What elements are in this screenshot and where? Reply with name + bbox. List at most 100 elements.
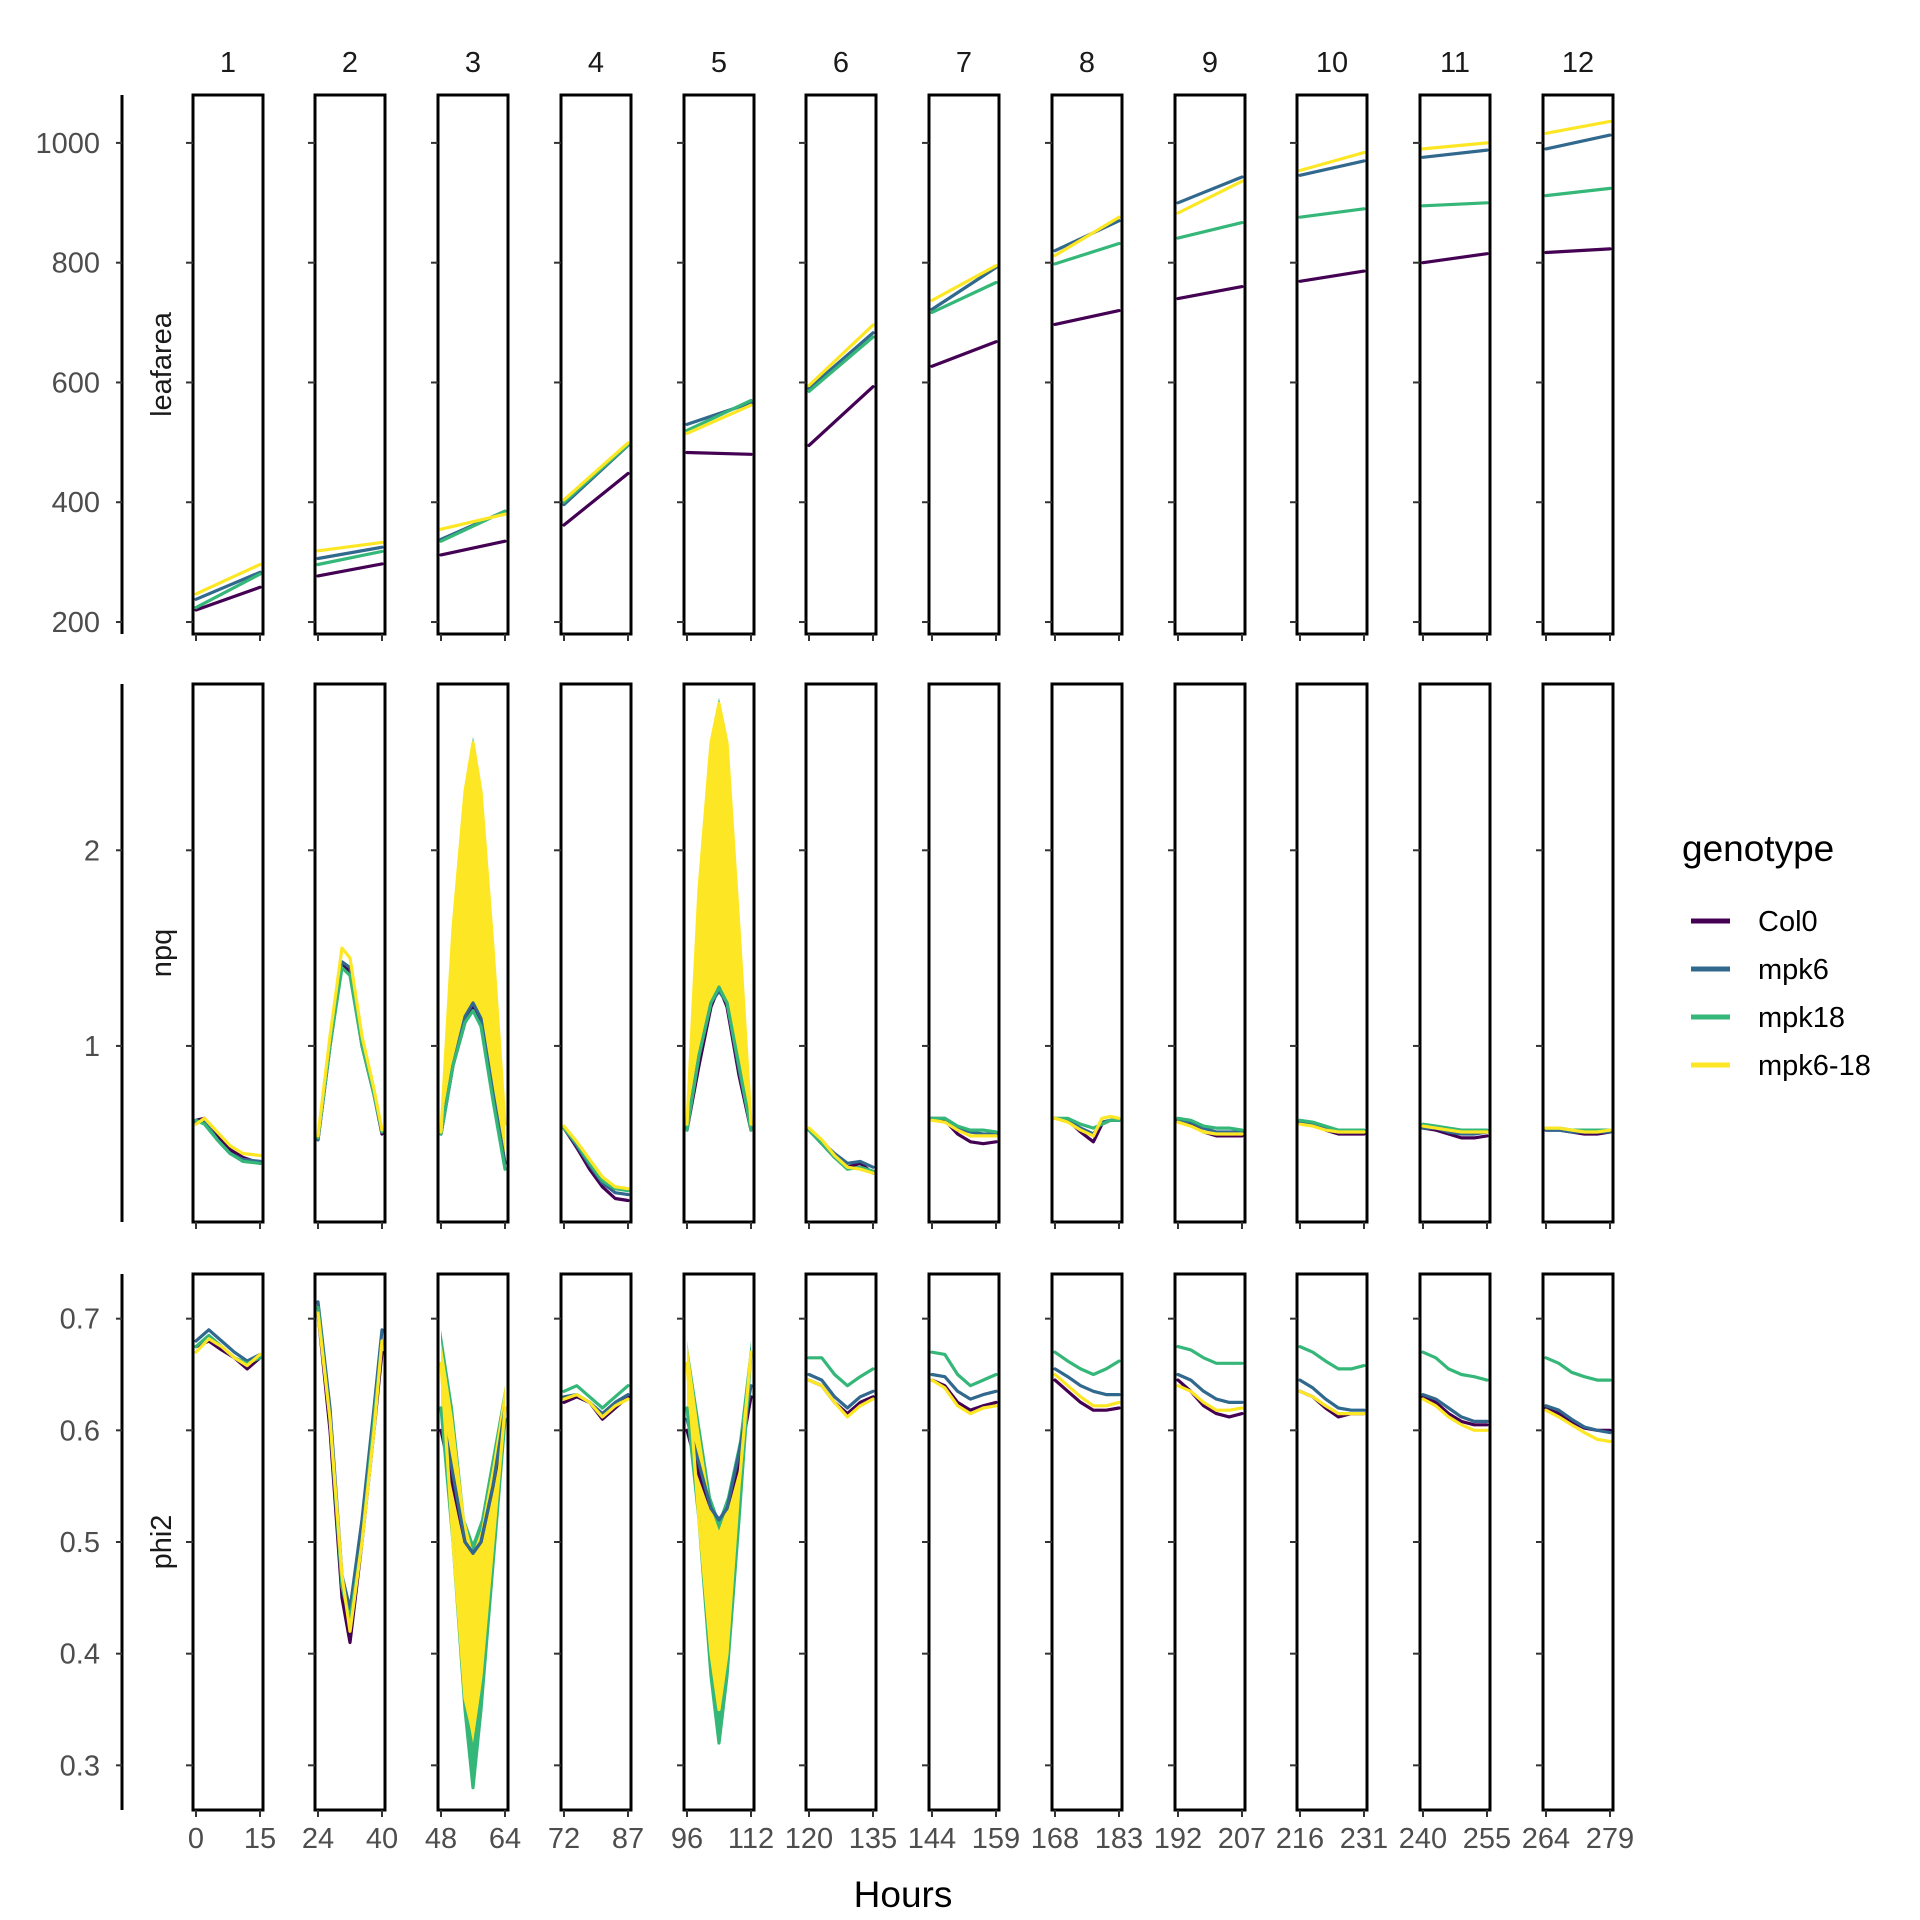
series-line-Col0 xyxy=(930,1116,998,1146)
panel-frame xyxy=(1173,682,1247,1224)
y-tick-label: 0.4 xyxy=(60,1639,100,1671)
x-tick-label: 135 xyxy=(849,1823,897,1855)
panel-frame xyxy=(1541,1272,1615,1812)
series-line-Col0 xyxy=(930,340,998,368)
series-line-mpk6-18 xyxy=(562,1124,630,1191)
series-line-mpk6-18 xyxy=(1544,1408,1612,1444)
series-line-mpk18 xyxy=(1544,1356,1612,1382)
x-axis-title: Hours xyxy=(854,1874,953,1915)
series-line-mpk6-18 xyxy=(439,1361,507,1734)
series-line-mpk6-18 xyxy=(439,741,507,1134)
x-tick-label: 96 xyxy=(671,1823,703,1855)
series-line-mpk18 xyxy=(807,1356,875,1388)
x-tick-label: 48 xyxy=(425,1823,457,1855)
x-tick-label: 279 xyxy=(1586,1823,1634,1855)
panel-frame xyxy=(191,93,265,636)
series-line-mpk6 xyxy=(1421,148,1489,159)
series-line-mpk18 xyxy=(194,1118,262,1165)
series-line-mpk18 xyxy=(1176,1345,1244,1365)
series-line-mpk6-18 xyxy=(685,1350,753,1712)
series-line-mpk18 xyxy=(1421,1122,1489,1132)
x-tick-label: 64 xyxy=(489,1823,521,1855)
facet-strip-labels: 1 2 3 4 5 6 7 8 9 10 11 12 xyxy=(220,47,1594,79)
series-line-mpk18 xyxy=(1298,207,1366,219)
series-line-mpk6-18 xyxy=(1421,141,1489,151)
y-tick-label: 0.3 xyxy=(60,1750,100,1782)
panel-frame xyxy=(804,93,878,636)
series-line-mpk6-18 xyxy=(1176,179,1244,215)
x-tick-label: 264 xyxy=(1522,1823,1570,1855)
series-line-mpk18 xyxy=(316,1305,384,1622)
panel-frame xyxy=(559,1272,633,1812)
series-line-mpk6-18 xyxy=(562,441,630,502)
x-tick-label: 207 xyxy=(1218,1823,1266,1855)
series-line-mpk18 xyxy=(930,280,998,314)
y-tick-label: 0.6 xyxy=(60,1415,100,1447)
panel-frame xyxy=(191,682,265,1224)
panel-frame xyxy=(1173,93,1247,636)
x-tick-label: 183 xyxy=(1095,1823,1143,1855)
facet-row-labels: leafarea npq phi2 xyxy=(146,311,178,1569)
series-line-mpk6-18 xyxy=(930,1118,998,1138)
legend: genotype Col0 mpk6 mpk18 mpk6-18 xyxy=(1682,828,1871,1082)
series-line-Col0 xyxy=(316,1311,384,1645)
facet-strip-label: 10 xyxy=(1316,47,1348,79)
facet-strip-label: 5 xyxy=(711,47,727,79)
panel-frame xyxy=(559,682,633,1224)
legend-label-mpk6-18: mpk6-18 xyxy=(1758,1050,1871,1082)
panel-frame xyxy=(1050,93,1124,636)
series-band-mpk6-18 xyxy=(687,703,751,1131)
x-tick-label: 240 xyxy=(1399,1823,1447,1855)
series-line-mpk6 xyxy=(194,1328,262,1363)
facet-strip-label: 2 xyxy=(342,47,358,79)
x-tick-label: 192 xyxy=(1154,1823,1202,1855)
series-line-mpk6 xyxy=(1176,1118,1244,1134)
axes: 200 400 600 800 1000 1 2 0.3 0.4 0.5 0.6 0.7 xyxy=(35,95,1611,1817)
series-line-mpk6-18 xyxy=(807,1126,875,1175)
panel-frame xyxy=(1173,1272,1247,1812)
y-tick-label: 600 xyxy=(52,367,100,399)
facet-row-label: npq xyxy=(146,929,178,977)
panel-frame xyxy=(436,682,510,1224)
series-line-mpk6-18 xyxy=(1544,119,1612,135)
series-line-Col0 xyxy=(1176,1378,1244,1419)
series-line-mpk6-18 xyxy=(807,1378,875,1419)
series-line-mpk6 xyxy=(1421,1393,1489,1423)
x-tick-label: 72 xyxy=(548,1823,580,1855)
panel-frame xyxy=(313,682,387,1224)
series-line-mpk6-18 xyxy=(1053,1114,1121,1138)
panel-frame xyxy=(804,682,878,1224)
series-line-Col0 xyxy=(316,562,384,578)
facet-strip-label: 7 xyxy=(956,47,972,79)
x-tick-label: 231 xyxy=(1340,1823,1388,1855)
facet-strip-label: 12 xyxy=(1562,47,1594,79)
series-lines xyxy=(194,119,1612,1790)
series-line-mpk6 xyxy=(1176,1372,1244,1404)
series-line-Col0 xyxy=(194,585,262,612)
series-line-mpk6-18 xyxy=(930,1378,998,1416)
series-line-mpk18 xyxy=(316,549,384,567)
facet-strip-label: 11 xyxy=(1440,47,1470,79)
series-line-Col0 xyxy=(685,450,753,456)
series-line-mpk18 xyxy=(1544,186,1612,198)
panel-frame xyxy=(1418,682,1492,1224)
series-line-mpk6-18 xyxy=(1544,1126,1612,1134)
series-line-mpk6 xyxy=(1176,175,1244,205)
series-line-mpk18 xyxy=(1421,201,1489,208)
x-tick-label: 112 xyxy=(728,1823,774,1855)
series-line-mpk18 xyxy=(1053,241,1121,266)
series-line-mpk6-18 xyxy=(1298,150,1366,173)
series-line-mpk6-18 xyxy=(194,562,262,596)
series-line-mpk6 xyxy=(930,265,998,311)
series-line-mpk6-18 xyxy=(316,946,384,1138)
panel-frame xyxy=(927,93,1001,636)
series-line-mpk18 xyxy=(930,1116,998,1134)
x-tick-label: 0 xyxy=(188,1823,204,1855)
x-tick-label: 159 xyxy=(972,1823,1020,1855)
series-line-mpk6 xyxy=(194,570,262,601)
panel-frames xyxy=(191,93,1615,1812)
series-line-mpk18 xyxy=(685,985,753,1132)
series-line-mpk18 xyxy=(1053,1116,1121,1130)
series-line-mpk18 xyxy=(1298,1118,1366,1132)
series-line-mpk6-18 xyxy=(1298,1122,1366,1134)
